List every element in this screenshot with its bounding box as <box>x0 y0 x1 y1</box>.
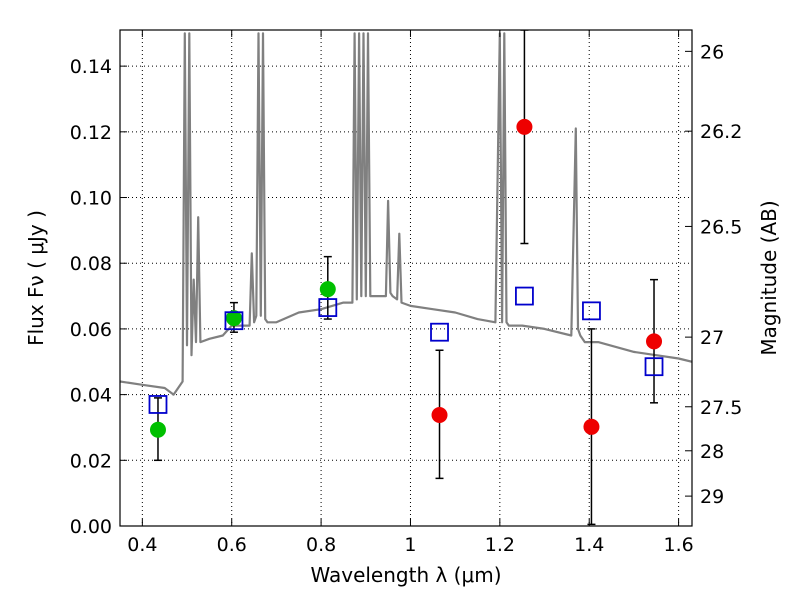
data-point <box>583 418 600 435</box>
y-tick-label: 0.12 <box>70 122 112 144</box>
data-point <box>319 281 336 298</box>
x-tick-label: 0.8 <box>306 534 336 556</box>
clipped-content <box>120 30 692 526</box>
x-tick-label: 1.2 <box>485 534 515 556</box>
model-point <box>515 286 534 306</box>
model-point <box>644 357 664 377</box>
x-tick-label: 1.6 <box>663 534 693 556</box>
y-tick-label: 0.06 <box>70 319 112 341</box>
y-tick-label: 0.04 <box>70 385 112 407</box>
model-point <box>582 301 601 321</box>
x-axis-label: Wavelength λ (μm) <box>310 563 501 587</box>
y2-tick-label: 26.5 <box>700 216 742 238</box>
model-point <box>148 395 168 414</box>
x-tick-label: 0.6 <box>217 534 247 556</box>
grid-lines <box>120 30 692 527</box>
y2-tick-label: 26 <box>700 41 724 63</box>
data-point <box>646 333 663 350</box>
y2-tick-label: 27.5 <box>700 397 742 419</box>
y2-tick-label: 29 <box>700 486 724 508</box>
y2-axis-label: Magnitude (AB) <box>757 200 781 355</box>
data-point <box>516 118 533 135</box>
y2-tick-label: 27 <box>700 327 724 349</box>
data-point <box>149 421 166 438</box>
plot-area <box>120 30 692 526</box>
axes: 0.4 0.6 0.8 1 1.2 1.4 1.6 0.00 0.02 0.04 0.06 0.08 0… <box>70 29 742 556</box>
data-point <box>225 310 242 327</box>
y2-tick-label: 28 <box>700 441 724 463</box>
y-tick-label: 0.00 <box>70 516 112 538</box>
y-tick-label: 0.08 <box>70 253 112 275</box>
y-tick-label: 0.14 <box>70 56 112 78</box>
x-tick-label: 1.4 <box>574 534 604 556</box>
y2-tick-label: 26.2 <box>700 121 742 143</box>
y-tick-label: 0.02 <box>70 450 112 472</box>
model-point <box>430 322 449 342</box>
model-point <box>318 298 338 317</box>
plot-frame <box>119 29 693 527</box>
x-tick-label: 1 <box>404 534 416 556</box>
model-point <box>224 311 244 331</box>
y-tick-label: 0.10 <box>70 188 112 210</box>
x-tick-label: 0.4 <box>127 534 157 556</box>
y-axis-label: Flux Fν ( μJy ) <box>24 210 48 346</box>
spectrum-line <box>120 32 692 396</box>
data-point <box>431 406 448 423</box>
